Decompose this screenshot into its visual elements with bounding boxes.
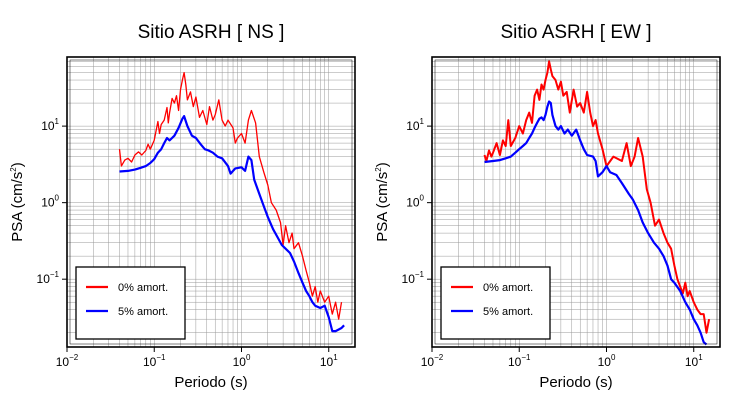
series-line-undamped: [483, 60, 711, 334]
tick-base: 10: [406, 196, 420, 210]
tick-base: 10: [143, 355, 157, 369]
legend-label: 0% amort.: [483, 282, 533, 294]
plot-frame: [431, 56, 721, 348]
legend: 0% amort. 5% amort.: [440, 266, 551, 340]
x-tick-label: 10−1: [508, 353, 531, 369]
tick-base: 10: [37, 272, 51, 286]
tick-base: 10: [56, 355, 70, 369]
tick-exponent: 0: [611, 353, 616, 362]
legend-box: [440, 266, 551, 340]
tick-base: 10: [508, 355, 522, 369]
tick-base: 10: [41, 196, 55, 210]
tick-exponent: −2: [434, 353, 444, 362]
tick-base: 10: [320, 355, 334, 369]
tick-exponent: 1: [698, 353, 703, 362]
plot-frame: [66, 56, 356, 348]
x-tick-label: 101: [320, 353, 338, 369]
chart-title: Sitio ASRH [ NS ]: [138, 22, 285, 43]
tick-exponent: 1: [55, 117, 60, 126]
y-tick-label: 101: [41, 117, 59, 133]
tick-exponent: −2: [69, 353, 79, 362]
plot-frame-inner: [69, 59, 353, 345]
series-line-undamped: [118, 71, 343, 320]
y-axis-label: PSA (cm/s2): [9, 162, 26, 241]
tick-exponent: −1: [156, 353, 166, 362]
legend-box: [75, 266, 186, 340]
grid-lines: [66, 56, 356, 347]
y-label-close: ): [9, 162, 26, 167]
y-tick-label: 10−1: [37, 270, 60, 286]
x-tick-label: 10−1: [143, 353, 166, 369]
tick-base: 10: [685, 355, 699, 369]
x-axis-label: Periodo (s): [174, 374, 247, 391]
y-label-sup: 2: [9, 167, 18, 172]
y-tick-label: 100: [406, 194, 424, 210]
tick-base: 10: [421, 355, 435, 369]
tick-exponent: 0: [420, 194, 425, 203]
y-tick-label: 101: [406, 117, 424, 133]
tick-exponent: −1: [415, 270, 425, 279]
tick-exponent: 0: [246, 353, 251, 362]
legend: 0% amort. 5% amort.: [75, 266, 186, 340]
tick-base: 10: [406, 119, 420, 133]
y-label-sup: 2: [374, 167, 383, 172]
x-tick-label: 100: [233, 353, 251, 369]
x-tick-label: 101: [685, 353, 703, 369]
series-line-damped: [119, 114, 345, 333]
legend-label: 0% amort.: [118, 282, 168, 294]
x-axis-label: Periodo (s): [539, 374, 612, 391]
y-label-main: PSA (cm/s: [374, 172, 391, 242]
x-tick-label: 100: [598, 353, 616, 369]
legend-label: 5% amort.: [483, 306, 533, 318]
tick-base: 10: [233, 355, 247, 369]
tick-exponent: −1: [521, 353, 531, 362]
legend-label: 5% amort.: [118, 306, 168, 318]
chart-title: Sitio ASRH [ EW ]: [501, 22, 652, 43]
x-tick-label: 10−2: [421, 353, 444, 369]
tick-exponent: 1: [420, 117, 425, 126]
y-axis-label: PSA (cm/s2): [374, 162, 391, 241]
plot-frame-inner: [434, 59, 718, 345]
tick-base: 10: [402, 272, 416, 286]
y-label-main: PSA (cm/s: [9, 172, 26, 242]
tick-base: 10: [598, 355, 612, 369]
tick-exponent: 1: [333, 353, 338, 362]
x-tick-label: 10−2: [56, 353, 79, 369]
y-label-close: ): [374, 162, 391, 167]
tick-exponent: −1: [50, 270, 60, 279]
tick-base: 10: [41, 119, 55, 133]
y-tick-label: 10−1: [402, 270, 425, 286]
series-line-damped: [484, 100, 708, 346]
tick-exponent: 0: [55, 194, 60, 203]
y-tick-label: 100: [41, 194, 59, 210]
